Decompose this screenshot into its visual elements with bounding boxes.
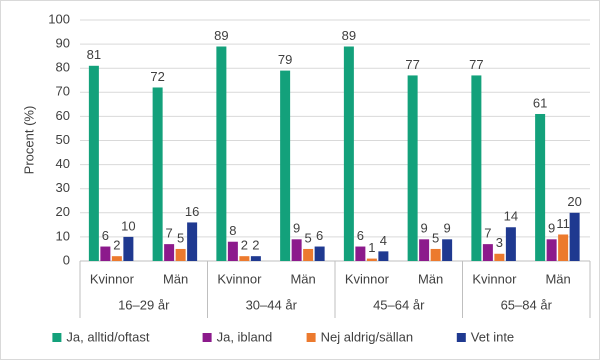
value-label: 2 [241,238,248,253]
value-label: 7 [166,226,173,241]
legend-label: Ja, alltid/oftast [66,329,149,344]
value-label: 10 [121,218,135,233]
bar [123,236,134,261]
bar [378,251,389,261]
y-tick-label: 0 [63,252,70,267]
value-label: 79 [278,52,292,67]
bar [187,222,198,261]
value-label: 11 [556,216,570,231]
bar [291,239,302,261]
x-tick-label: Kvinnor [90,271,135,286]
bar [558,234,569,261]
value-label: 77 [405,57,419,72]
y-tick-label: 60 [56,108,70,123]
x-tick-label: Män [418,271,443,286]
value-label: 5 [305,230,312,245]
value-label: 89 [342,28,356,43]
bar [407,75,418,262]
bar [227,241,238,261]
bar [88,65,99,261]
bar [239,256,250,261]
value-label: 4 [380,233,387,248]
y-tick-label: 80 [56,60,70,75]
bar [430,248,441,261]
bar [505,227,516,261]
x-tick-label: Män [545,271,570,286]
y-tick-label: 70 [56,84,70,99]
bar [471,75,482,262]
value-label: 2 [113,238,120,253]
bar [569,212,580,261]
x-tick-label: Kvinnor [472,271,517,286]
value-label: 9 [293,221,300,236]
bar [164,244,175,261]
bar [314,246,325,261]
value-label: 3 [496,235,503,250]
value-label: 6 [316,228,323,243]
bar [366,258,377,261]
value-label: 6 [102,228,109,243]
bar [355,246,366,261]
bar [175,248,186,261]
bar [494,253,505,261]
value-label: 20 [567,194,581,209]
value-label: 1 [368,240,375,255]
legend-swatch [306,333,316,342]
group-label: 16–29 år [118,297,170,312]
y-axis-label: Procent (%) [21,106,36,175]
y-tick-label: 100 [48,11,70,26]
value-label: 14 [504,209,518,224]
legend-label: Ja, ibland [217,329,273,344]
bar [111,256,122,261]
y-tick-label: 10 [56,228,70,243]
value-label: 7 [484,226,491,241]
legend-swatch [202,333,212,342]
value-label: 81 [87,47,101,62]
value-label: 72 [150,69,164,84]
legend-label: Nej aldrig/sällan [321,329,414,344]
x-tick-label: Kvinnor [345,271,390,286]
y-tick-label: 30 [56,180,70,195]
group-label: 45–64 år [373,297,425,312]
value-label: 77 [469,57,483,72]
value-label: 8 [229,223,236,238]
bar [535,113,546,262]
bar [343,46,354,262]
legend-label: Vet inte [471,329,514,344]
value-label: 9 [421,221,428,236]
bar [280,70,291,261]
value-label: 5 [177,230,184,245]
x-tick-label: Män [163,271,188,286]
value-label: 9 [548,221,555,236]
bar [100,246,111,261]
value-label: 9 [444,221,451,236]
x-tick-label: Kvinnor [217,271,262,286]
bar [303,248,314,261]
x-tick-label: Män [290,271,315,286]
bar [216,46,227,262]
bar [250,256,261,261]
y-tick-label: 50 [56,132,70,147]
bar [419,239,430,261]
legend-swatch [52,333,62,342]
y-tick-label: 20 [56,204,70,219]
y-tick-label: 90 [56,36,70,51]
bar [442,239,453,261]
group-label: 65–84 år [501,297,553,312]
y-tick-label: 40 [56,156,70,171]
legend-swatch [456,333,466,342]
bar [482,244,493,261]
value-label: 5 [432,230,439,245]
group-label: 30–44 år [246,297,298,312]
bar [152,87,163,261]
value-label: 61 [533,95,547,110]
bar [546,239,557,261]
value-label: 2 [252,238,259,253]
value-label: 16 [185,204,199,219]
value-label: 6 [357,228,364,243]
value-label: 89 [214,28,228,43]
